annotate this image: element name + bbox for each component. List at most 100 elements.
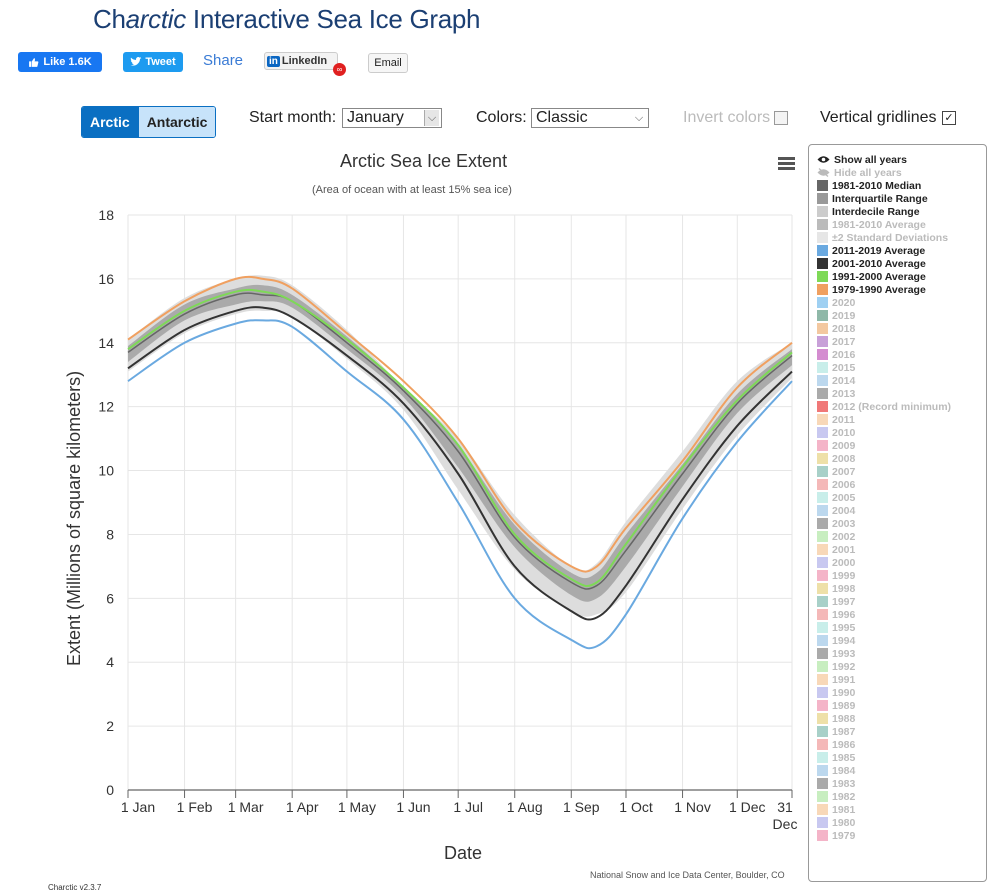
legend-swatch	[817, 726, 828, 737]
legend-item[interactable]: 1985	[817, 751, 855, 764]
legend-item[interactable]: 1986	[817, 738, 855, 751]
legend-item[interactable]: 2000	[817, 556, 855, 569]
legend-item[interactable]: Interquartile Range	[817, 192, 928, 205]
legend-swatch	[817, 739, 828, 750]
legend-item[interactable]: 1982	[817, 790, 855, 803]
start-month-select[interactable]: January ⌵	[342, 108, 442, 128]
legend-label: 1989	[832, 699, 856, 712]
invert-colors-checkbox[interactable]	[774, 111, 788, 125]
legend-swatch	[817, 193, 828, 204]
arctic-button[interactable]: Arctic	[82, 107, 138, 137]
legend-item[interactable]: 1993	[817, 647, 855, 660]
legend-label: 2019	[832, 309, 856, 322]
vertical-gridlines-checkbox[interactable]: ✓	[942, 111, 956, 125]
legend-item[interactable]: 2011	[817, 413, 855, 426]
legend-item[interactable]: 2002	[817, 530, 855, 543]
legend-item[interactable]: 2016	[817, 348, 855, 361]
y-tick-label: 16	[98, 271, 114, 287]
legend-item[interactable]: 1992	[817, 660, 855, 673]
legend-swatch	[817, 661, 828, 672]
show-all-years-button[interactable]: Show all years	[817, 153, 907, 166]
legend-label: 1990	[832, 686, 856, 699]
legend-label: 2001-2010 Average	[832, 257, 926, 270]
legend-item[interactable]: 2010	[817, 426, 855, 439]
hamburger-menu-icon[interactable]	[778, 157, 795, 171]
legend-item[interactable]: 1990	[817, 686, 855, 699]
legend-item[interactable]: 2001	[817, 543, 855, 556]
legend-item[interactable]: 1989	[817, 699, 855, 712]
email-button[interactable]: Email	[368, 53, 408, 73]
x-tick-label: 1 Oct	[619, 799, 653, 815]
legend-item[interactable]: 1988	[817, 712, 855, 725]
legend-panel: Show all years Hide all years 1981-2010 …	[808, 144, 987, 882]
x-tick-label: 1 Jun	[396, 799, 430, 815]
tweet-button[interactable]: Tweet	[123, 52, 183, 72]
legend-item[interactable]: 1991-2000 Average	[817, 270, 926, 283]
legend-swatch	[817, 492, 828, 503]
legend-item[interactable]: 1991	[817, 673, 855, 686]
legend-item[interactable]: 2020	[817, 296, 855, 309]
facebook-like-button[interactable]: Like 1.6K	[18, 52, 102, 72]
legend-item[interactable]: 1984	[817, 764, 855, 777]
hide-all-years-button[interactable]: Hide all years	[817, 166, 902, 179]
legend-item[interactable]: 2006	[817, 478, 855, 491]
legend-item[interactable]: 2014	[817, 374, 855, 387]
legend-item[interactable]: 2013	[817, 387, 855, 400]
legend-item[interactable]: 1997	[817, 595, 855, 608]
colors-select[interactable]: Classic ⌵	[531, 108, 649, 128]
legend-item[interactable]: 2011-2019 Average	[817, 244, 925, 257]
legend-swatch	[817, 427, 828, 438]
legend-item[interactable]: ±2 Standard Deviations	[817, 231, 948, 244]
legend-item[interactable]: 1995	[817, 621, 855, 634]
y-tick-label: 8	[106, 526, 114, 542]
legend-label: 1999	[832, 569, 856, 582]
chart-title: Arctic Sea Ice Extent	[340, 151, 508, 171]
region-toggle: Arctic Antarctic	[81, 106, 217, 138]
legend-swatch	[817, 713, 828, 724]
legend-item[interactable]: 1996	[817, 608, 855, 621]
legend-item[interactable]: 2015	[817, 361, 855, 374]
legend-item[interactable]: 2004	[817, 504, 855, 517]
legend-item[interactable]: 2005	[817, 491, 855, 504]
tweet-label: Tweet	[145, 56, 176, 68]
legend-item[interactable]: 1998	[817, 582, 855, 595]
legend-item[interactable]: 1979	[817, 829, 855, 842]
legend-label: 2018	[832, 322, 856, 335]
legend-item[interactable]: 1979-1990 Average	[817, 283, 926, 296]
legend-item[interactable]: 2017	[817, 335, 855, 348]
legend-label: 1992	[832, 660, 856, 673]
legend-item[interactable]: 1981-2010 Median	[817, 179, 921, 192]
legend-label: 2020	[832, 296, 856, 309]
legend-item[interactable]: 2003	[817, 517, 855, 530]
legend-item[interactable]: 2007	[817, 465, 855, 478]
share-link[interactable]: Share	[203, 52, 244, 69]
legend-label: 1981-2010 Median	[832, 179, 922, 192]
legend-item[interactable]: 2019	[817, 309, 855, 322]
legend-swatch	[817, 232, 828, 243]
legend-item[interactable]: 2018	[817, 322, 855, 335]
legend-item[interactable]: 2001-2010 Average	[817, 257, 926, 270]
version-label: Charctic v2.3.7	[48, 883, 102, 892]
legend-item[interactable]: 1987	[817, 725, 855, 738]
linkedin-button[interactable]: in LinkedIn	[264, 52, 338, 70]
legend-item[interactable]: 2009	[817, 439, 855, 452]
legend-item[interactable]: 2008	[817, 452, 855, 465]
antarctic-button[interactable]: Antarctic	[137, 107, 216, 137]
legend-item[interactable]: 1999	[817, 569, 855, 582]
y-tick-label: 6	[106, 590, 114, 606]
legend-item[interactable]: 1980	[817, 816, 855, 829]
legend-label: 1987	[832, 725, 856, 738]
legend-item[interactable]: 1981-2010 Average	[817, 218, 926, 231]
legend-item[interactable]: 2012 (Record minimum)	[817, 400, 951, 413]
legend-item[interactable]: 1983	[817, 777, 855, 790]
legend-item[interactable]: Interdecile Range	[817, 205, 920, 218]
legend-item[interactable]: 1981	[817, 803, 855, 816]
legend-label: 2015	[832, 361, 856, 374]
legend-label: 1996	[832, 608, 856, 621]
legend-swatch	[817, 596, 828, 607]
legend-item[interactable]: 1994	[817, 634, 855, 647]
page-title: Charctic Interactive Sea Ice Graph	[93, 4, 481, 34]
y-axis-label: Extent (Millions of square kilometers)	[64, 370, 84, 666]
social-bar: Like 1.6K Tweet Share in LinkedIn ∞ Emai…	[0, 52, 500, 76]
legend-label: 1997	[832, 595, 856, 608]
